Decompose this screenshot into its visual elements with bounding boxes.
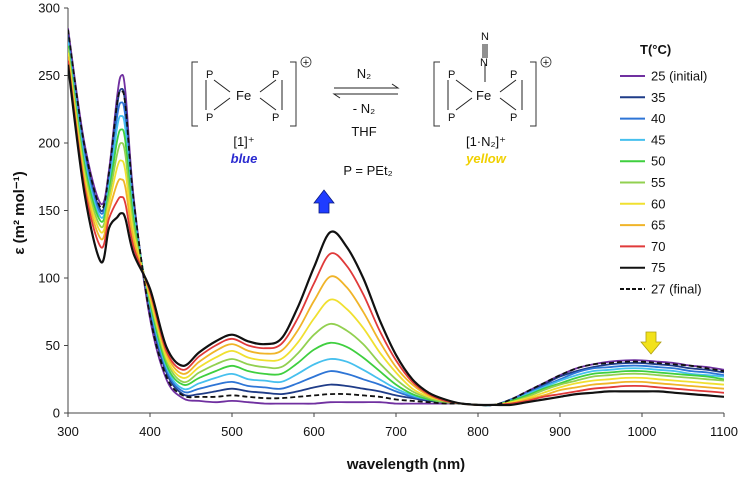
right-p4: P [510,112,517,124]
legend-label: 60 [651,196,665,211]
legend-label: 25 (initial) [651,69,707,84]
series-line-65 [68,56,724,406]
left-p2: P [272,69,279,81]
reverse-reagent: - N₂ [353,101,375,116]
right-charge-circle [540,56,552,68]
ligand-definition: P = PEt₂ [343,163,392,178]
left-charge: + [303,57,309,69]
legend-label: 45 [651,132,665,147]
solvent: THF [351,124,376,139]
left-color-word: blue [231,151,258,166]
legend-label: 40 [651,111,665,126]
x-axis-title: wavelength (nm) [346,456,465,473]
right-p1: P [448,69,455,81]
y-tick-label: 200 [38,136,60,151]
series-line-75 [68,64,724,407]
y-tick-label: 0 [53,406,60,421]
legend-label: 50 [651,154,665,169]
series-layer [68,28,724,407]
right-complex [433,44,537,127]
y-tick-label: 50 [46,338,60,353]
x-tick-label: 400 [139,424,161,439]
y-tick-labels: 0 50 100 150 200 250 300 [38,1,60,421]
x-tick-label: 300 [57,424,79,439]
forward-reagent: N₂ [357,66,371,81]
left-p4: P [272,112,279,124]
right-color-word: yellow [465,151,507,166]
left-p1: P [206,69,213,81]
y-tick-label: 100 [38,271,60,286]
right-charge: + [543,57,549,69]
series-line-27-final- [68,29,724,407]
equilibrium-arrows [332,83,400,99]
left-metal: Fe [236,88,251,103]
right-p3: P [448,112,455,124]
up-arrow-icon [313,189,335,214]
legend-label: 75 [651,260,665,275]
right-n-top: N [481,31,489,43]
y-axis-title: ε (m² mol⁻¹) [11,171,28,254]
x-tick-label: 600 [303,424,325,439]
series-line-50 [68,45,724,407]
legend-label: 27 (final) [651,282,702,297]
x-tick-label: 700 [385,424,407,439]
down-arrow-icon [640,331,662,355]
x-tick-label: 800 [467,424,489,439]
legend-label: 70 [651,239,665,254]
axes [64,7,725,417]
reaction-scheme: Fe P P P P + [1]⁺ blue N₂ - N₂ THF P = P… [191,31,552,178]
right-metal: Fe [476,88,491,103]
series-line-55 [68,48,724,407]
x-tick-label: 1100 [710,424,738,439]
right-p2: P [510,69,517,81]
legend-title: T(°C) [640,42,671,57]
series-line-70 [68,60,724,406]
right-complex-label: [1·N₂]⁺ [466,134,506,149]
left-p3: P [206,112,213,124]
legend-label: 35 [651,90,665,105]
y-tick-label: 300 [38,1,60,16]
x-tick-label: 900 [549,424,571,439]
legend-label: 65 [651,218,665,233]
legend: T(°C) 25 (initial) 35 40 45 50 55 60 65 70 75 27 (… [620,42,707,297]
left-complex [191,61,297,127]
x-tick-label: 1000 [628,424,657,439]
y-tick-label: 150 [38,203,60,218]
x-tick-label: 500 [221,424,243,439]
left-charge-circle [300,56,312,68]
x-tick-labels: 300 400 500 600 700 800 900 1000 1100 [57,424,738,439]
legend-label: 55 [651,175,665,190]
series-line-60 [68,52,724,407]
left-complex-label: [1]⁺ [233,134,254,149]
y-tick-label: 250 [38,68,60,83]
right-n-bottom: N [480,57,488,69]
